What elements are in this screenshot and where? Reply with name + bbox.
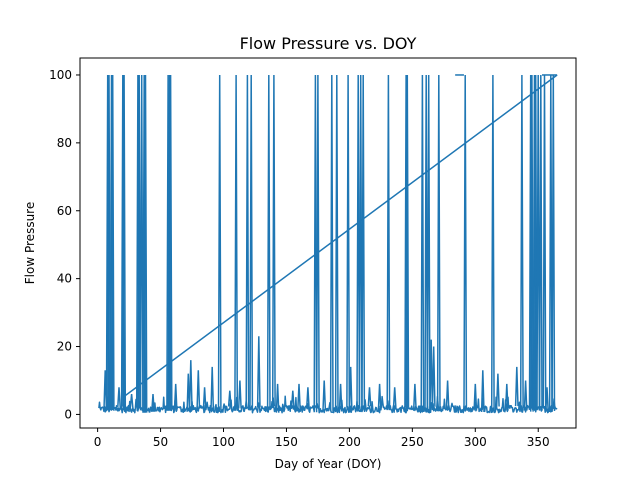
- series-spike: [173, 383, 178, 411]
- series-spike: [533, 74, 538, 410]
- series-spike: [245, 74, 250, 410]
- x-axis-ticks: 0 50 100 150 200 250 300 350: [94, 428, 550, 449]
- y-tick-label: 100: [49, 68, 72, 82]
- series-spike: [110, 74, 115, 411]
- series-spike: [523, 380, 528, 411]
- x-tick-label: 350: [527, 435, 550, 449]
- series-spike: [431, 346, 436, 407]
- series-spike: [137, 74, 142, 408]
- series-spike: [305, 387, 310, 409]
- series-spike: [420, 74, 425, 413]
- y-axis-ticks: 0 20 40 60 80 100: [49, 68, 80, 421]
- series-spike: [168, 74, 173, 409]
- series-spike: [129, 394, 134, 408]
- series-spike: [249, 74, 254, 411]
- series-spike: [237, 380, 242, 409]
- series-spike: [367, 387, 372, 407]
- series-spike: [356, 74, 361, 409]
- x-tick-label: 300: [464, 435, 487, 449]
- series-spike: [256, 336, 261, 408]
- series-spike: [196, 370, 201, 409]
- series-spike: [445, 380, 450, 410]
- plot-area: [98, 74, 558, 414]
- series-spike: [377, 383, 382, 411]
- series-spike: [473, 383, 478, 411]
- series-spike: [271, 74, 276, 407]
- y-axis-label: Flow Pressure: [23, 202, 37, 284]
- series-spike: [361, 74, 366, 411]
- x-tick-label: 250: [401, 435, 424, 449]
- series-spike: [426, 74, 431, 412]
- series-spike: [386, 74, 391, 411]
- chart-title: Flow Pressure vs. DOY: [240, 34, 417, 53]
- series-spike: [514, 366, 519, 407]
- y-tick-label: 60: [57, 204, 72, 218]
- series-spike: [490, 74, 495, 413]
- y-tick-label: 40: [57, 272, 72, 286]
- y-tick-label: 0: [64, 407, 72, 421]
- series-spike: [313, 74, 318, 413]
- series-spike: [519, 74, 524, 407]
- series-spike: [346, 74, 351, 408]
- series-spike: [392, 387, 397, 409]
- series-spike: [315, 74, 320, 409]
- series-spike: [429, 339, 434, 411]
- series-spike: [463, 74, 468, 407]
- series-spike: [538, 74, 543, 411]
- series-spike: [297, 383, 301, 411]
- series-spike: [334, 74, 339, 412]
- y-tick-label: 20: [57, 340, 72, 354]
- series-spike: [227, 390, 232, 407]
- series-spike: [348, 366, 353, 411]
- series-spike: [234, 74, 239, 411]
- series-spike: [151, 394, 155, 412]
- series-spike: [275, 383, 280, 413]
- series-spike: [480, 370, 485, 413]
- series-spike: [107, 74, 111, 409]
- x-tick-label: 0: [94, 435, 102, 449]
- series-spike: [495, 373, 500, 407]
- series-spike: [217, 74, 222, 411]
- x-tick-label: 50: [153, 435, 168, 449]
- series-spike: [412, 383, 417, 410]
- series-spike: [210, 366, 215, 412]
- series-spike: [545, 387, 549, 412]
- series-spike: [529, 74, 534, 412]
- series-spike: [536, 74, 541, 411]
- series-spike: [405, 74, 410, 408]
- plot-frame: [79, 57, 577, 429]
- series-spike: [188, 360, 193, 408]
- series-spike: [358, 74, 363, 407]
- series-spike: [143, 74, 148, 413]
- series-spike: [139, 74, 144, 411]
- series-spike: [436, 74, 441, 412]
- x-tick-label: 150: [275, 435, 298, 449]
- series-spike: [504, 383, 509, 411]
- x-tick-label: 100: [212, 435, 235, 449]
- series-spike: [290, 390, 295, 408]
- series-spike: [424, 74, 429, 412]
- series-spike: [329, 74, 334, 412]
- series-spike: [322, 380, 327, 411]
- x-tick-label: 200: [338, 435, 361, 449]
- series-spike: [117, 387, 121, 407]
- x-axis-label: Day of Year (DOY): [275, 457, 382, 471]
- series-spike: [122, 74, 127, 407]
- y-tick-label: 80: [57, 136, 72, 150]
- series-spike: [202, 387, 207, 410]
- series-spike: [338, 383, 343, 412]
- series-wrap-line: [122, 74, 558, 399]
- series-spike: [266, 74, 271, 411]
